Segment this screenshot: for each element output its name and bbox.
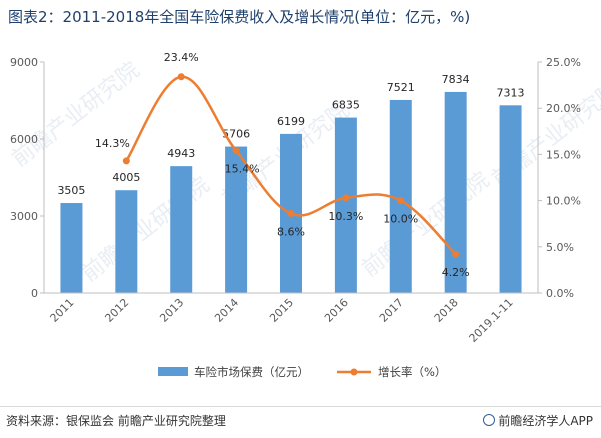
x-axis-tick-label: 2018 [432,296,461,325]
bar-value-label: 6835 [332,99,360,112]
bar [389,99,412,293]
growth-value-label: 14.3% [95,137,130,150]
bar [499,105,522,293]
x-axis: 2011 2012 2013 2014 2015 2016 2017 2018 2019.1-1… [44,292,538,345]
growth-point [122,157,130,165]
right-axis-tick-label: 25.0% [546,56,581,69]
x-axis-tick-label: 2015 [267,296,296,325]
x-axis-tick-label: 2017 [377,296,406,325]
growth-value-label: 10.0% [383,213,418,226]
bar-value-label: 3505 [57,184,85,197]
bar-value-label: 7313 [497,86,525,99]
watermark-text: 前瞻产业研究院 [78,173,215,288]
left-axis-tick-label: 3000 [10,210,38,223]
bars: 3505 4005 4943 5706 6199 6835 7521 7834 7313 [57,73,525,294]
left-axis: 0 3000 6000 9000 [10,56,45,300]
left-axis-tick-label: 9000 [10,56,38,69]
watermark-text: 前瞻产业研究院 [8,58,145,173]
bar-value-label: 4943 [167,147,195,160]
right-axis-tick-label: 15.0% [546,148,581,161]
growth-value-label: 4.2% [442,266,470,279]
bar-value-label: 7521 [387,81,415,94]
brand-logo-icon [483,414,496,426]
watermark-text: 前瞻产业研究院 [358,168,495,283]
bar-value-label: 4005 [112,171,140,184]
x-axis-tick-label: 2013 [157,296,186,325]
right-axis-tick-label: 10.0% [546,195,581,208]
right-axis-tick-label: 20.0% [546,102,581,115]
legend-line-marker [350,368,358,376]
bar [115,190,138,293]
legend-bar-label: 车险市场保费（亿元） [194,365,309,379]
growth-value-label: 10.3% [328,210,363,223]
x-axis-tick-label: 2012 [102,296,131,325]
growth-point [287,210,295,218]
x-axis-tick-label: 2016 [322,296,351,325]
footer: 资料来源：银保监会 前瞻产业研究院整理 前瞻经济学人APP [0,406,601,431]
left-axis-tick-label: 0 [31,287,38,300]
right-axis-tick-label: 0.0% [546,287,574,300]
legend-bar-swatch [158,367,188,376]
x-axis-tick-label: 2011 [48,296,77,325]
growth-point [397,197,405,205]
chart-title: 图表2：2011-2018年全国车险保费收入及增长情况(单位：亿元，%) [8,8,471,26]
legend: 车险市场保费（亿元） 增长率（%） [158,365,446,379]
bar-value-label: 5706 [222,128,250,141]
left-axis-tick-label: 6000 [10,133,38,146]
growth-point [342,194,350,202]
bar [444,91,467,293]
brand-label: 前瞻经济学人APP [483,412,593,429]
growth-line: 14.3% 23.4% 15.4% 8.6% 10.3% 10.0% 4.2% [95,51,470,279]
growth-point [452,250,460,258]
bar [334,117,357,294]
brand-text: 前瞻经济学人APP [498,414,593,428]
growth-value-label: 8.6% [277,226,305,239]
bar [60,203,83,293]
bar-value-label: 6199 [277,115,305,128]
right-axis: 0.0% 5.0% 10.0% 15.0% 20.0% 25.0% [537,56,581,300]
growth-point [232,147,240,155]
bar-value-label: 7834 [442,73,470,86]
legend-line-label: 增长率（%） [378,365,446,379]
right-axis-tick-label: 5.0% [546,241,574,254]
bar [225,146,248,293]
chart-canvas: 前瞻产业研究院前瞻产业研究院前瞻产业研究院前瞻产业研究院前瞻产业研究院 0300… [8,51,601,379]
x-axis-tick-label: 2019.1-11 [467,296,516,345]
bar [170,166,193,293]
x-axis-tick-label: 2014 [212,296,241,325]
source-note: 资料来源：银保监会 前瞻产业研究院整理 [6,414,226,428]
growth-point [177,73,185,81]
growth-value-label: 23.4% [164,51,199,64]
growth-value-label: 15.4% [225,163,260,176]
